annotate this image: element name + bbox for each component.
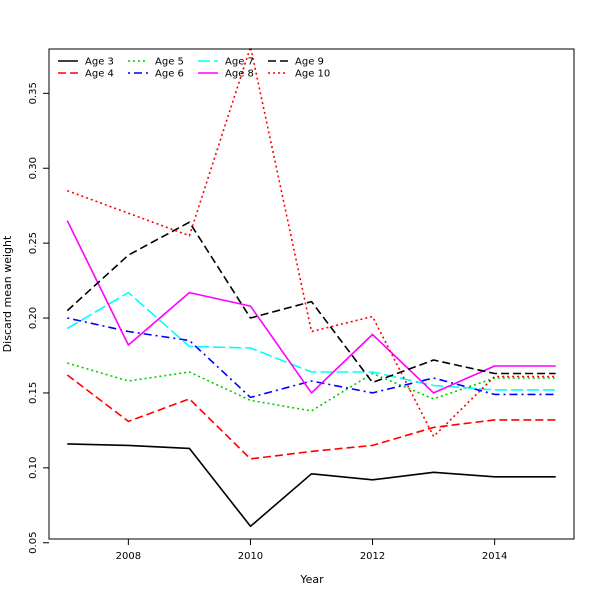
y-tick-label: 0.20 — [28, 307, 39, 329]
legend-item: Age 5 — [128, 57, 184, 68]
x-axis: 2008 2010 2012 2014 — [116, 539, 507, 562]
legend-label: Age 4 — [85, 69, 114, 80]
legend-label: Age 8 — [225, 69, 254, 80]
series-line-age-4 — [66, 374, 556, 460]
legend-item: Age 6 — [128, 69, 184, 80]
y-tick-label: 0.10 — [28, 457, 39, 479]
y-axis-label: Discard mean weight — [1, 235, 14, 352]
legend-item: Age 8 — [198, 69, 254, 80]
x-tick-label: 2008 — [116, 551, 141, 562]
legend-item: Age 4 — [58, 69, 114, 80]
legend-item: Age 3 — [58, 57, 114, 68]
legend-label: Age 7 — [225, 57, 254, 68]
legend-item: Age 10 — [268, 69, 330, 80]
y-tick-label: 0.35 — [28, 82, 39, 104]
legend-label: Age 9 — [295, 57, 324, 68]
series-line-age-5 — [67, 362, 556, 412]
x-tick-label: 2012 — [360, 551, 385, 562]
legend-item: Age 9 — [268, 57, 324, 68]
y-tick-label: 0.25 — [28, 232, 39, 254]
series-line-age-10 — [67, 46, 556, 438]
legend-label: Age 10 — [295, 69, 330, 80]
series-layer — [66, 46, 556, 528]
plot-frame — [48, 48, 575, 540]
legend-label: Age 5 — [155, 57, 184, 68]
y-axis: 0.05 0.10 0.15 0.20 0.25 0.30 0.35 — [28, 82, 49, 554]
series-line-age-7 — [66, 291, 556, 391]
series-line-age-8 — [66, 220, 556, 394]
y-tick-label: 0.15 — [28, 382, 39, 404]
x-axis-label: Year — [299, 573, 324, 586]
x-tick-label: 2014 — [482, 551, 507, 562]
legend-item: Age 7 — [198, 57, 254, 68]
y-tick-label: 0.05 — [28, 532, 39, 554]
legend-label: Age 3 — [85, 57, 114, 68]
series-line-age-3 — [67, 443, 556, 528]
y-tick-label: 0.30 — [28, 157, 39, 179]
series-line-age-9 — [66, 221, 556, 384]
legend-label: Age 6 — [155, 69, 184, 80]
x-tick-label: 2010 — [238, 551, 263, 562]
